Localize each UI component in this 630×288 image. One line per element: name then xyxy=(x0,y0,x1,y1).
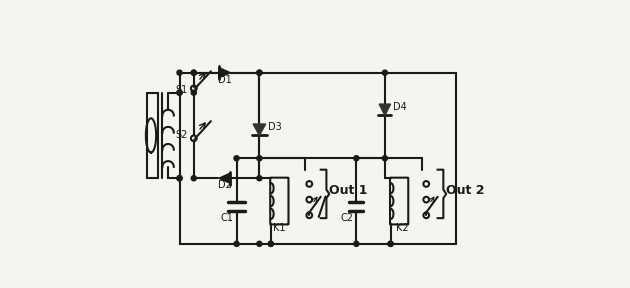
Circle shape xyxy=(177,70,182,75)
Polygon shape xyxy=(253,124,266,135)
Circle shape xyxy=(257,156,262,161)
Circle shape xyxy=(234,156,239,161)
Circle shape xyxy=(234,241,239,247)
Text: D2: D2 xyxy=(218,180,232,190)
Circle shape xyxy=(388,241,393,247)
Circle shape xyxy=(388,241,393,247)
Circle shape xyxy=(177,90,182,95)
Circle shape xyxy=(257,241,262,247)
Circle shape xyxy=(382,70,387,75)
Circle shape xyxy=(177,176,182,181)
Circle shape xyxy=(177,90,182,95)
Circle shape xyxy=(382,156,387,161)
Text: Out 1: Out 1 xyxy=(329,184,368,197)
Text: Out 2: Out 2 xyxy=(446,184,484,197)
Text: D4: D4 xyxy=(394,102,407,112)
Circle shape xyxy=(192,176,197,181)
Polygon shape xyxy=(219,68,231,78)
Circle shape xyxy=(257,176,262,181)
Text: D3: D3 xyxy=(268,122,282,132)
Text: D1: D1 xyxy=(218,75,232,85)
Text: K1: K1 xyxy=(273,223,285,233)
Circle shape xyxy=(257,70,262,75)
Circle shape xyxy=(354,156,359,161)
Text: S1: S1 xyxy=(176,85,188,95)
Circle shape xyxy=(177,176,182,181)
Polygon shape xyxy=(379,104,391,115)
Circle shape xyxy=(257,70,262,75)
Circle shape xyxy=(268,241,273,247)
Polygon shape xyxy=(219,173,231,183)
Text: C2: C2 xyxy=(340,213,353,223)
Circle shape xyxy=(192,90,197,95)
Text: K2: K2 xyxy=(396,223,408,233)
Text: C1: C1 xyxy=(221,213,234,223)
Circle shape xyxy=(192,70,197,75)
Circle shape xyxy=(192,70,197,75)
Circle shape xyxy=(354,241,359,247)
Circle shape xyxy=(268,241,273,247)
Text: S2: S2 xyxy=(176,130,188,140)
